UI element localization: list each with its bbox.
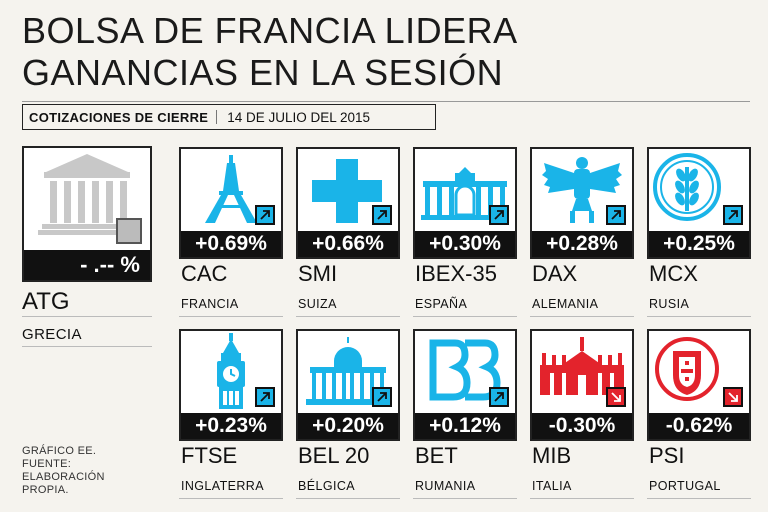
source-line: FUENTE: bbox=[22, 458, 72, 470]
title-line-2: GANANCIAS EN LA SESIÓN bbox=[22, 52, 504, 93]
market-card-greece: - .-- % bbox=[22, 146, 152, 282]
country-name: PORTUGAL bbox=[649, 479, 721, 493]
index-name: MIB bbox=[532, 443, 572, 468]
index-name: IBEX-35 bbox=[415, 261, 497, 286]
arrow-up-icon bbox=[255, 387, 275, 407]
puerta-de-alcala-icon bbox=[415, 149, 515, 231]
change-badge: +0.12% bbox=[415, 413, 515, 439]
index-name: CAC bbox=[181, 261, 228, 286]
change-badge: -0.62% bbox=[649, 413, 749, 439]
change-badge: +0.23% bbox=[181, 413, 281, 439]
index-name: MCX bbox=[649, 261, 698, 286]
index-name: ATG bbox=[22, 288, 70, 315]
country-name: RUMANIA bbox=[415, 479, 476, 493]
market-card-smi: +0.66% bbox=[296, 147, 400, 259]
wheat-emblem-icon bbox=[649, 149, 749, 231]
divider bbox=[296, 498, 400, 499]
market-card-mcx: +0.25% bbox=[647, 147, 751, 259]
index-name: BEL 20 bbox=[298, 443, 370, 468]
dateline-separator bbox=[216, 110, 218, 124]
divider bbox=[413, 316, 517, 317]
market-card-bet: +0.12% bbox=[413, 329, 517, 441]
market-card-mib: -0.30% bbox=[530, 329, 634, 441]
divider bbox=[22, 316, 152, 317]
divider bbox=[296, 316, 400, 317]
title-line-1: BOLSA DE FRANCIA LIDERA bbox=[22, 10, 518, 51]
index-name: SMI bbox=[298, 261, 338, 286]
page-title: BOLSA DE FRANCIA LIDERA GANANCIAS EN LA … bbox=[22, 10, 518, 94]
market-card-dax: +0.28% bbox=[530, 147, 634, 259]
change-badge: +0.69% bbox=[181, 231, 281, 257]
divider bbox=[179, 498, 283, 499]
change-badge: +0.20% bbox=[298, 413, 398, 439]
eiffel-tower-icon bbox=[181, 149, 281, 231]
big-ben-icon bbox=[181, 331, 281, 413]
dateline-date: 14 DE JULIO DEL 2015 bbox=[227, 109, 371, 125]
arrow-up-icon bbox=[489, 205, 509, 225]
index-name: DAX bbox=[532, 261, 578, 286]
arrow-up-icon bbox=[606, 205, 626, 225]
divider bbox=[530, 316, 634, 317]
country-name: FRANCIA bbox=[181, 297, 239, 311]
dateline-label: COTIZACIONES DE CIERRE bbox=[29, 109, 209, 125]
divider bbox=[179, 316, 283, 317]
parthenon-icon bbox=[24, 148, 150, 248]
change-badge: - .-- % bbox=[24, 250, 150, 280]
market-card-bel20: +0.20% bbox=[296, 329, 400, 441]
arrow-up-icon bbox=[255, 205, 275, 225]
change-badge: +0.25% bbox=[649, 231, 749, 257]
country-name: BÉLGICA bbox=[298, 479, 355, 493]
header-rule bbox=[22, 101, 750, 102]
source-note: GRÁFICO EE. FUENTE: ELABORACIÓN PROPIA. bbox=[22, 445, 105, 497]
country-name: ESPAÑA bbox=[415, 297, 468, 311]
market-card-cac: +0.69% bbox=[179, 147, 283, 259]
country-name: RUSIA bbox=[649, 297, 690, 311]
palace-of-justice-icon bbox=[298, 331, 398, 413]
arrow-down-icon bbox=[606, 387, 626, 407]
arrow-up-icon bbox=[723, 205, 743, 225]
portuguese-shield-icon bbox=[649, 331, 749, 413]
change-badge: -0.30% bbox=[532, 413, 632, 439]
country-name: ALEMANIA bbox=[532, 297, 599, 311]
source-line: PROPIA. bbox=[22, 484, 69, 496]
arrow-up-icon bbox=[372, 387, 392, 407]
divider bbox=[647, 498, 751, 499]
market-card-psi: -0.62% bbox=[647, 329, 751, 441]
source-line: GRÁFICO EE. bbox=[22, 445, 97, 457]
arrow-up-icon bbox=[372, 205, 392, 225]
country-name: GRECIA bbox=[22, 326, 82, 343]
divider bbox=[530, 498, 634, 499]
neutral-indicator-icon bbox=[116, 218, 142, 244]
divider bbox=[22, 346, 152, 347]
country-name: ITALIA bbox=[532, 479, 572, 493]
arrow-up-icon bbox=[489, 387, 509, 407]
german-eagle-icon bbox=[532, 149, 632, 231]
index-name: PSI bbox=[649, 443, 685, 468]
change-badge: +0.66% bbox=[298, 231, 398, 257]
country-name: SUIZA bbox=[298, 297, 337, 311]
divider bbox=[647, 316, 751, 317]
market-card-ftse: +0.23% bbox=[179, 329, 283, 441]
change-badge: +0.30% bbox=[415, 231, 515, 257]
swiss-cross-icon bbox=[298, 149, 398, 231]
arrow-down-icon bbox=[723, 387, 743, 407]
dateline-box: COTIZACIONES DE CIERRE 14 DE JULIO DEL 2… bbox=[22, 104, 436, 130]
index-name: FTSE bbox=[181, 443, 238, 468]
index-name: BET bbox=[415, 443, 458, 468]
market-card-ibex: +0.30% bbox=[413, 147, 517, 259]
divider bbox=[413, 498, 517, 499]
source-line: ELABORACIÓN bbox=[22, 471, 105, 483]
change-badge: +0.28% bbox=[532, 231, 632, 257]
country-name: INGLATERRA bbox=[181, 479, 264, 493]
